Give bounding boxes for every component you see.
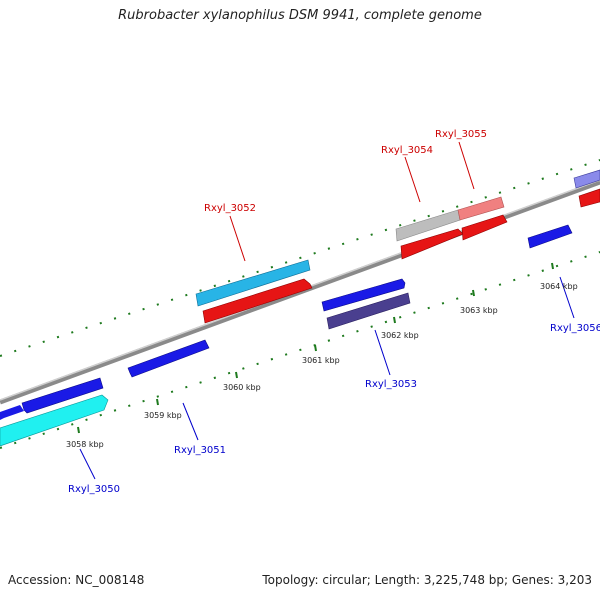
gene-arrow-minus-left-edge[interactable] — [0, 405, 24, 420]
major-tick-3064 — [551, 262, 554, 270]
major-tick-3063 — [472, 289, 475, 297]
gene-arrow-rxyl-3052-light[interactable] — [195, 259, 311, 307]
gene-label-rxyl-3050[interactable]: Rxyl_3050 — [68, 484, 120, 495]
callout-lines — [79, 141, 575, 480]
gene-arrow-right-edge-upper[interactable] — [573, 169, 600, 189]
gene-labels: Rxyl_3052 Rxyl_3054 Rxyl_3055 Rxyl_3050 … — [68, 129, 600, 495]
callout-rxyl-3056 — [559, 276, 575, 319]
kbp-label-3063: 3063 kbp — [460, 306, 498, 315]
major-tick-3062 — [393, 316, 396, 324]
major-tick-3059 — [156, 398, 159, 406]
upper-tick-marks — [0, 159, 600, 357]
kbp-label-3062: 3062 kbp — [381, 331, 419, 340]
gene-arrow-right-edge-lower[interactable] — [578, 188, 600, 208]
gene-label-rxyl-3051[interactable]: Rxyl_3051 — [174, 445, 226, 456]
map-title: Rubrobacter xylanophilus DSM 9941, compl… — [118, 8, 482, 23]
kbp-label-3061: 3061 kbp — [302, 356, 340, 365]
gene-arrow-rxyl-3055[interactable] — [461, 214, 508, 241]
gene-label-rxyl-3053[interactable]: Rxyl_3053 — [365, 379, 417, 390]
gene-arrow-rxyl-3050-cyan[interactable] — [0, 394, 109, 447]
major-ticks — [77, 262, 554, 434]
major-tick-3058 — [77, 426, 80, 434]
kbp-labels: 3058 kbp 3059 kbp 3060 kbp 3061 kbp 3062… — [66, 282, 578, 449]
gene-arrow-rxyl-3052[interactable] — [202, 278, 313, 324]
gene-label-rxyl-3056[interactable]: Rxyl_3056 — [550, 323, 600, 334]
lower-tick-row — [0, 251, 600, 449]
kbp-label-3060: 3060 kbp — [223, 383, 261, 392]
gene-label-rxyl-3055[interactable]: Rxyl_3055 — [435, 129, 487, 140]
minus-strand-genes — [0, 394, 109, 447]
major-tick-3061 — [314, 344, 317, 352]
gene-arrow-rxyl-3051[interactable] — [127, 339, 210, 378]
callout-rxyl-3055 — [458, 141, 475, 190]
callout-rxyl-3053 — [374, 329, 391, 376]
major-tick-3060 — [235, 371, 238, 379]
gene-arrow-minus-3053-upper[interactable] — [321, 278, 406, 312]
gene-label-rxyl-3054[interactable]: Rxyl_3054 — [381, 145, 433, 156]
accession-text: Accession: NC_008148 — [8, 573, 145, 587]
gene-label-rxyl-3052[interactable]: Rxyl_3052 — [204, 203, 256, 214]
kbp-label-3059: 3059 kbp — [144, 411, 182, 420]
genome-summary-text: Topology: circular; Length: 3,225,748 bp… — [262, 573, 592, 587]
gene-arrow-rxyl-3053[interactable] — [326, 292, 411, 330]
gene-arrow-rxyl-3056[interactable] — [527, 224, 573, 249]
kbp-label-3058: 3058 kbp — [66, 440, 104, 449]
callout-rxyl-3050 — [79, 448, 96, 480]
lower-tick-marks — [0, 251, 600, 449]
gene-arrow-rxyl-3055-pink[interactable] — [457, 196, 505, 221]
plus-strand-genes — [0, 169, 600, 420]
kbp-label-3064: 3064 kbp — [540, 282, 578, 291]
upper-tick-row — [0, 159, 600, 357]
callout-rxyl-3051 — [182, 402, 199, 441]
gene-arrow-rxyl-3050-upper[interactable] — [21, 377, 104, 414]
callout-rxyl-3052 — [229, 215, 246, 262]
callout-rxyl-3054 — [404, 156, 421, 203]
